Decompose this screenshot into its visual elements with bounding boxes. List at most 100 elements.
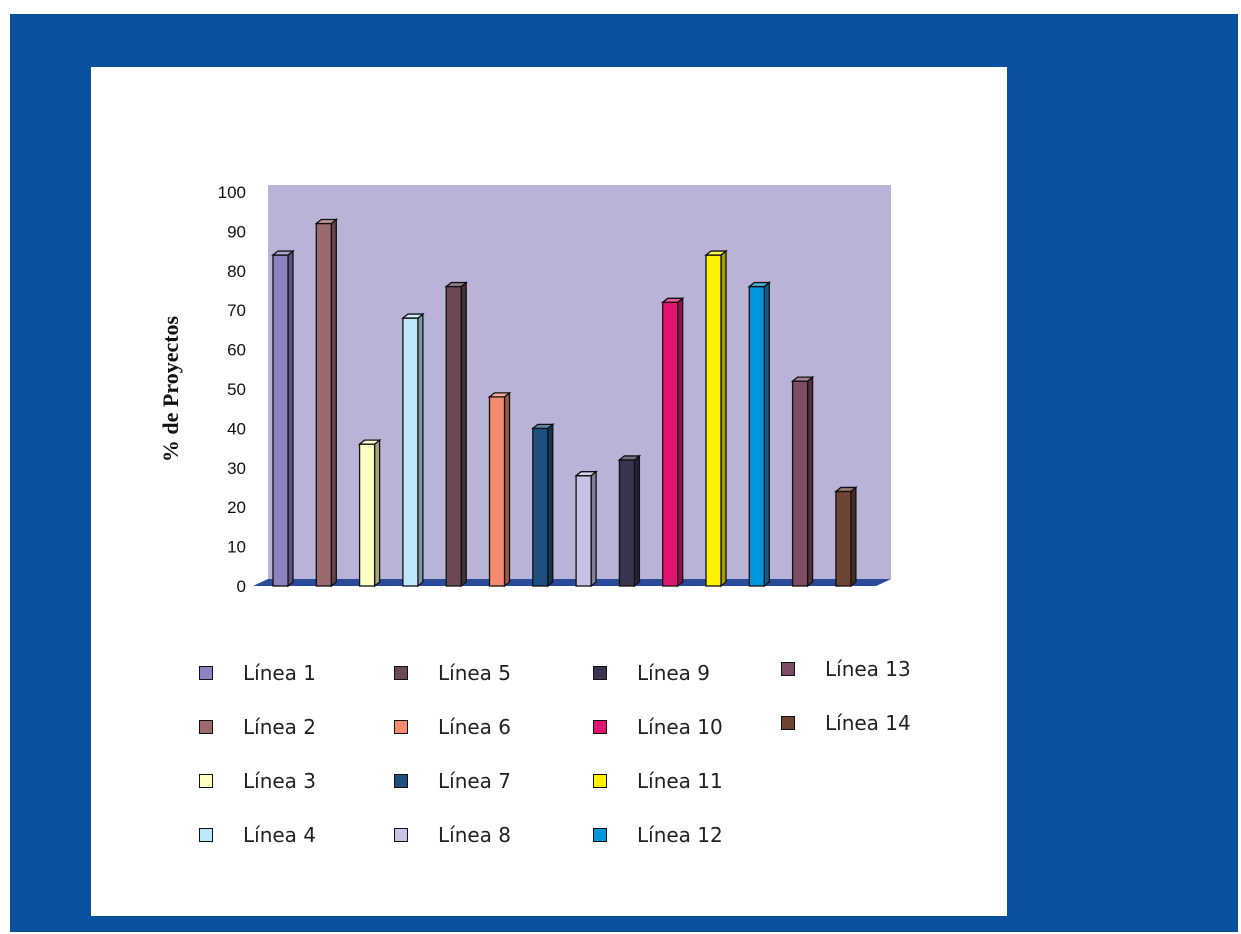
legend-label: Línea 3 [243,769,317,793]
bar-top [790,376,815,382]
bar-chart: 0 10 20 30 40 50 60 70 80 90 100 % de Proyectos [158,183,891,596]
legend-label: Línea 13 [825,657,911,681]
bar-top [401,313,425,319]
bar-front [358,443,376,587]
bar [747,281,772,588]
bar [790,375,815,588]
y-tick-label: 90 [227,222,246,241]
bar-top [271,250,295,256]
legend-item: Línea 10 [593,712,723,742]
bar-side [763,281,770,588]
bar-front [315,222,332,587]
bar-side [590,470,597,588]
bar-side [720,249,727,588]
bar-side [373,438,381,588]
legend-swatch [199,774,213,788]
bar [444,281,469,588]
bar-top [704,250,728,256]
y-tick-label: 60 [227,341,246,360]
legend-label: Línea 14 [825,711,911,735]
legend-item: Línea 9 [593,658,710,688]
y-tick-label: 0 [237,577,246,596]
bar-side [330,218,337,588]
y-tick-label: 10 [227,538,246,557]
bar-front [272,254,289,587]
y-tick-label: 30 [227,459,246,478]
legend-item: Línea 12 [593,820,723,850]
y-tick-label: 70 [227,301,246,320]
legend-swatch [199,720,213,734]
y-axis-ticks: 0 10 20 30 40 50 60 70 80 90 100 [218,183,246,596]
legend-item: Línea 6 [394,712,511,742]
bar-side [547,423,554,588]
legend-item: Línea 11 [593,766,723,796]
bar-front [835,490,852,587]
bar-side [503,391,511,588]
bar-front [532,427,549,587]
bar-top [574,471,598,477]
chart-card: 0 10 20 30 40 50 60 70 80 90 100 % de Proyectos Lí… [91,67,1007,916]
legend-label: Línea 6 [438,715,512,739]
bars [271,218,858,588]
bar [834,486,858,588]
legend-swatch [593,666,607,680]
legend-item: Línea 13 [781,654,911,684]
bar-front [618,459,636,587]
y-tick-label: 80 [227,262,246,281]
bar-front [791,380,809,587]
y-tick-label: 100 [218,183,246,202]
legend-label: Línea 11 [637,769,723,793]
legend-label: Línea 12 [637,823,723,847]
bar-side [417,312,424,588]
legend-swatch [593,774,607,788]
bar-side [460,281,467,588]
legend-label: Línea 9 [637,661,711,685]
bar-front [488,396,506,587]
legend-label: Línea 1 [243,661,317,685]
bar-front [575,475,592,587]
bar-top [314,218,339,225]
bar-front [402,317,419,587]
bar [271,249,295,588]
page-frame: 0 10 20 30 40 50 60 70 80 90 100 % de Proyectos Lí… [10,14,1238,932]
legend-label: Línea 8 [438,823,512,847]
bar-front [662,301,679,587]
legend-label: Línea 5 [438,661,512,685]
bar-side [850,486,857,588]
bar-side [677,296,684,588]
bar [530,423,555,588]
legend-swatch [394,720,408,734]
legend-swatch [781,716,795,730]
bar-front [705,254,722,587]
bar [401,312,425,588]
bar-side [633,454,641,588]
bar [704,249,728,588]
legend-swatch [394,666,408,680]
bar-top [357,439,382,445]
bar-front [445,285,462,587]
bar [617,454,642,588]
legend-swatch [593,720,607,734]
bar-side [806,375,814,588]
y-tick-label: 40 [227,419,246,438]
bar-top [487,392,512,398]
legend-swatch [394,774,408,788]
legend-swatch [199,666,213,680]
legend-swatch [781,662,795,676]
legend-item: Línea 5 [394,658,511,688]
bar-top [617,455,642,461]
bar [487,391,512,588]
legend-item: Línea 7 [394,766,511,796]
legend-label: Línea 7 [438,769,512,793]
legend-item: Línea 8 [394,820,511,850]
y-axis-label: % de Proyectos [158,315,183,462]
legend-item: Línea 14 [781,708,911,738]
bar [357,438,382,588]
legend-label: Línea 2 [243,715,317,739]
bar [314,218,339,588]
y-tick-label: 20 [227,498,246,517]
legend-label: Línea 10 [637,715,723,739]
legend-swatch [593,828,607,842]
bar [660,296,685,588]
legend-item: Línea 3 [199,766,316,796]
